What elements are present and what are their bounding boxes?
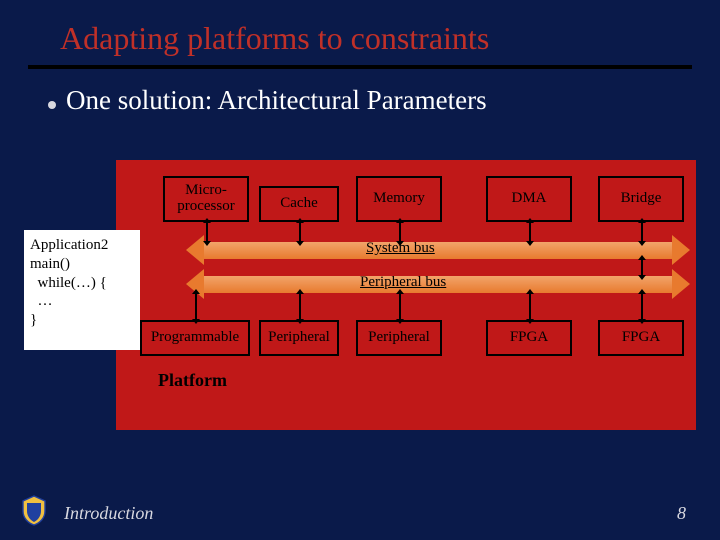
bullet-item: One solution: Architectural Parameters xyxy=(0,69,720,116)
block-microprocessor: Micro-processor xyxy=(163,176,249,222)
system-bus xyxy=(204,242,672,259)
connector xyxy=(206,223,208,241)
connector xyxy=(641,223,643,241)
bullet-text: One solution: Architectural Parameters xyxy=(66,85,487,116)
code-line: main() xyxy=(30,255,134,274)
block-programmable: Programmable xyxy=(140,320,250,356)
block-memory: Memory xyxy=(356,176,442,222)
code-line: Application2 xyxy=(30,236,134,255)
block-fpga: FPGA xyxy=(486,320,572,356)
code-line: … xyxy=(30,292,134,311)
diagram: Application2 main() while(…) { … } Micro… xyxy=(24,160,696,430)
bullet-dot-icon xyxy=(48,101,56,109)
peripheral-bus-label: Peripheral bus xyxy=(360,274,446,291)
block-cache: Cache xyxy=(259,186,339,222)
connector xyxy=(195,294,197,319)
platform-label: Platform xyxy=(158,370,227,391)
connector xyxy=(299,223,301,241)
block-bridge: Bridge xyxy=(598,176,684,222)
slide: Adapting platforms to constraints One so… xyxy=(0,0,720,540)
code-line: } xyxy=(30,311,134,330)
connector xyxy=(529,223,531,241)
connector xyxy=(399,223,401,241)
block-peripheral: Peripheral xyxy=(356,320,442,356)
block-peripheral: Peripheral xyxy=(259,320,339,356)
connector xyxy=(641,260,643,275)
platform-panel: Micro-processor Cache Memory DMA Bridge … xyxy=(116,160,696,430)
connector xyxy=(641,294,643,319)
block-dma: DMA xyxy=(486,176,572,222)
system-bus-label: System bus xyxy=(366,240,435,257)
block-fpga: FPGA xyxy=(598,320,684,356)
connector xyxy=(529,294,531,319)
connector xyxy=(299,294,301,319)
footer-page-num: 8 xyxy=(677,503,686,524)
code-snippet: Application2 main() while(…) { … } xyxy=(24,230,140,350)
footer-section: Introduction xyxy=(64,503,153,524)
code-line: while(…) { xyxy=(30,274,134,293)
connector xyxy=(399,294,401,319)
slide-title: Adapting platforms to constraints xyxy=(0,0,720,65)
logo-icon xyxy=(20,494,48,526)
